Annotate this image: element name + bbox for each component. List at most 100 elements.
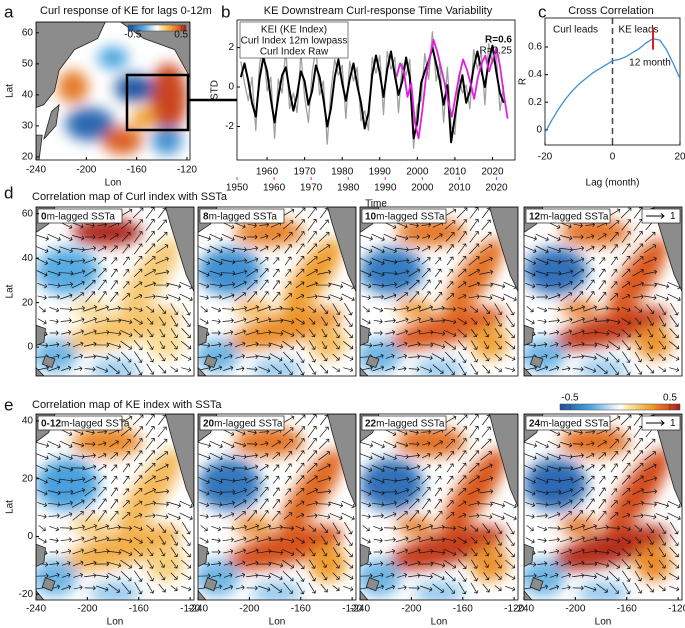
wind-arrow [647,352,654,362]
wind-arrow [120,538,133,544]
lag: 24 [529,418,541,429]
wind-arrow [309,536,316,544]
wind-arrow [360,258,372,266]
wind-arrow [669,547,679,558]
wind-arrow [59,233,73,242]
anomaly-blob [65,107,115,141]
y-tick-label: 40 [22,253,34,264]
wind-arrow [535,270,549,277]
wind-arrow [233,524,247,530]
wind-arrow [503,293,517,302]
wind-arrow [84,441,96,447]
wind-arrow [120,525,133,531]
wind-arrow [505,559,516,569]
wind-arrow [282,571,294,582]
colorbar-label: 0.5 [174,30,188,41]
reference-arrow [646,420,665,426]
wind-arrow [320,535,328,545]
wind-arrow [147,548,154,557]
wind-arrow [181,585,192,592]
wind-arrow [110,245,118,253]
wind-arrow [61,365,72,371]
wind-arrow [84,464,97,471]
wind-arrow [122,293,131,301]
wind-arrow [632,513,644,519]
anomaly-blob [64,525,182,571]
wind-arrow [145,207,155,219]
wind-arrow [85,510,96,522]
map-area [524,414,682,600]
wind-arrow [669,585,680,592]
land [198,324,208,347]
wind-arrow [658,534,667,546]
wind-arrow [408,354,421,360]
wind-arrow [272,452,280,460]
map-area [360,414,518,600]
wind-arrow [182,302,191,316]
wind-arrow [246,279,258,290]
wind-arrow [408,453,420,459]
wind-arrow [471,548,478,557]
wind-arrow [419,355,433,361]
wind-arrow [120,559,132,569]
wind-arrow [633,231,644,243]
wind-arrow [179,512,193,521]
wind-arrow [223,548,234,554]
wind-arrow [634,570,642,582]
land [524,366,533,376]
wind-arrow [307,243,318,255]
wind-arrow [458,293,467,300]
wind-arrow [307,218,317,231]
wind-arrow [420,366,433,373]
wind-arrow [503,500,517,509]
wind-arrow [583,585,597,592]
wind-arrow [646,364,655,374]
wind-arrow [608,319,621,325]
wind-arrow [468,488,480,495]
wind-arrow [110,464,118,472]
wind-arrow [332,585,340,592]
wind-arrow [647,341,654,349]
y-axis-label: R [518,78,529,85]
wind-arrow [146,305,155,313]
wind-arrow [259,487,269,497]
wind-arrow [109,440,119,448]
wind-arrow [383,500,397,506]
lag-suffix: m-lagged SSTa [540,418,609,429]
wind-arrow [272,291,281,302]
y-tick-label: 50 [22,59,34,70]
wind-arrow [633,450,644,462]
lag: 20 [203,418,215,429]
wind-arrow [585,245,595,252]
y-tick-label: 0 [27,531,33,542]
wind-arrow [47,270,61,277]
wind-arrow [431,305,445,311]
wind-arrow [233,269,248,276]
wind-arrow [120,351,132,363]
wind-arrow [317,269,332,275]
wind-arrow [95,305,109,312]
wind-arrow [59,259,74,265]
wind-arrow [233,499,247,508]
land [203,577,218,592]
wind-arrow [537,561,548,567]
wind-arrow [260,234,269,239]
wind-arrow [535,477,549,484]
wind-arrow [144,513,156,519]
wind-arrow [434,280,443,290]
wind-arrow [407,329,421,336]
wind-arrow [620,414,632,426]
map-label: 0-12m-lagged SSTa [41,418,130,429]
wind-arrow [444,525,457,531]
wind-arrow [407,560,421,566]
wind-arrow [524,477,536,484]
wind-arrow [583,355,597,361]
wind-arrow [285,269,292,277]
land [365,355,380,369]
wind-arrow [421,268,431,278]
x-tick-label: -120 [504,604,524,615]
wind-arrow [156,451,168,461]
x-tick-label: -200 [76,165,96,176]
wind-arrow [320,316,328,326]
wind-arrow [134,570,143,582]
